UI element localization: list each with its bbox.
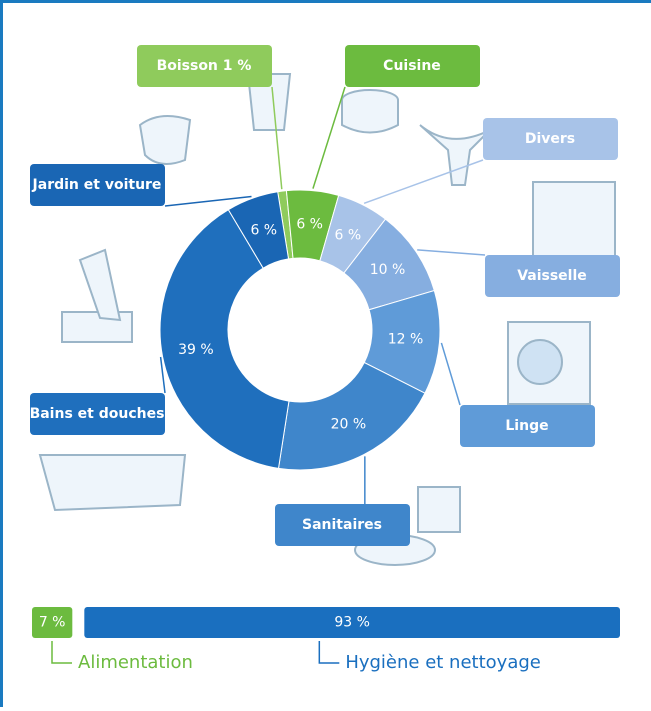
infographic: Boisson 1 % 6 % Cuisine 6 % Divers 10 % Vaisse… — [0, 0, 651, 707]
category-label: Cuisine — [383, 58, 441, 74]
slice-label: 10 % — [370, 262, 406, 278]
category-label: Vaisselle — [517, 268, 587, 284]
connector — [52, 641, 72, 663]
bar-label: 7 % — [39, 615, 66, 631]
category-label: Jardin et voiture — [32, 177, 162, 193]
slice-label: 12 % — [388, 332, 424, 348]
slice-label: 6 % — [296, 216, 323, 232]
leader-line — [417, 250, 485, 255]
category-label: Bains et douches — [30, 406, 165, 422]
bar-category: Hygiène et nettoyage — [345, 652, 541, 673]
connector — [319, 641, 339, 663]
slice-label: 20 % — [331, 416, 367, 432]
category-label: Divers — [525, 131, 575, 147]
category-label: Boisson 1 % — [157, 58, 252, 74]
slice-label: 6 % — [335, 227, 362, 243]
slice-label: 39 % — [178, 342, 214, 358]
leader-line — [313, 87, 345, 189]
category-label: Sanitaires — [302, 517, 382, 533]
category-label: Linge — [505, 418, 548, 434]
leader-line — [441, 343, 460, 405]
bar-label: 93 % — [334, 615, 370, 631]
bar-category: Alimentation — [78, 652, 193, 673]
slice-label: 6 % — [250, 222, 277, 238]
